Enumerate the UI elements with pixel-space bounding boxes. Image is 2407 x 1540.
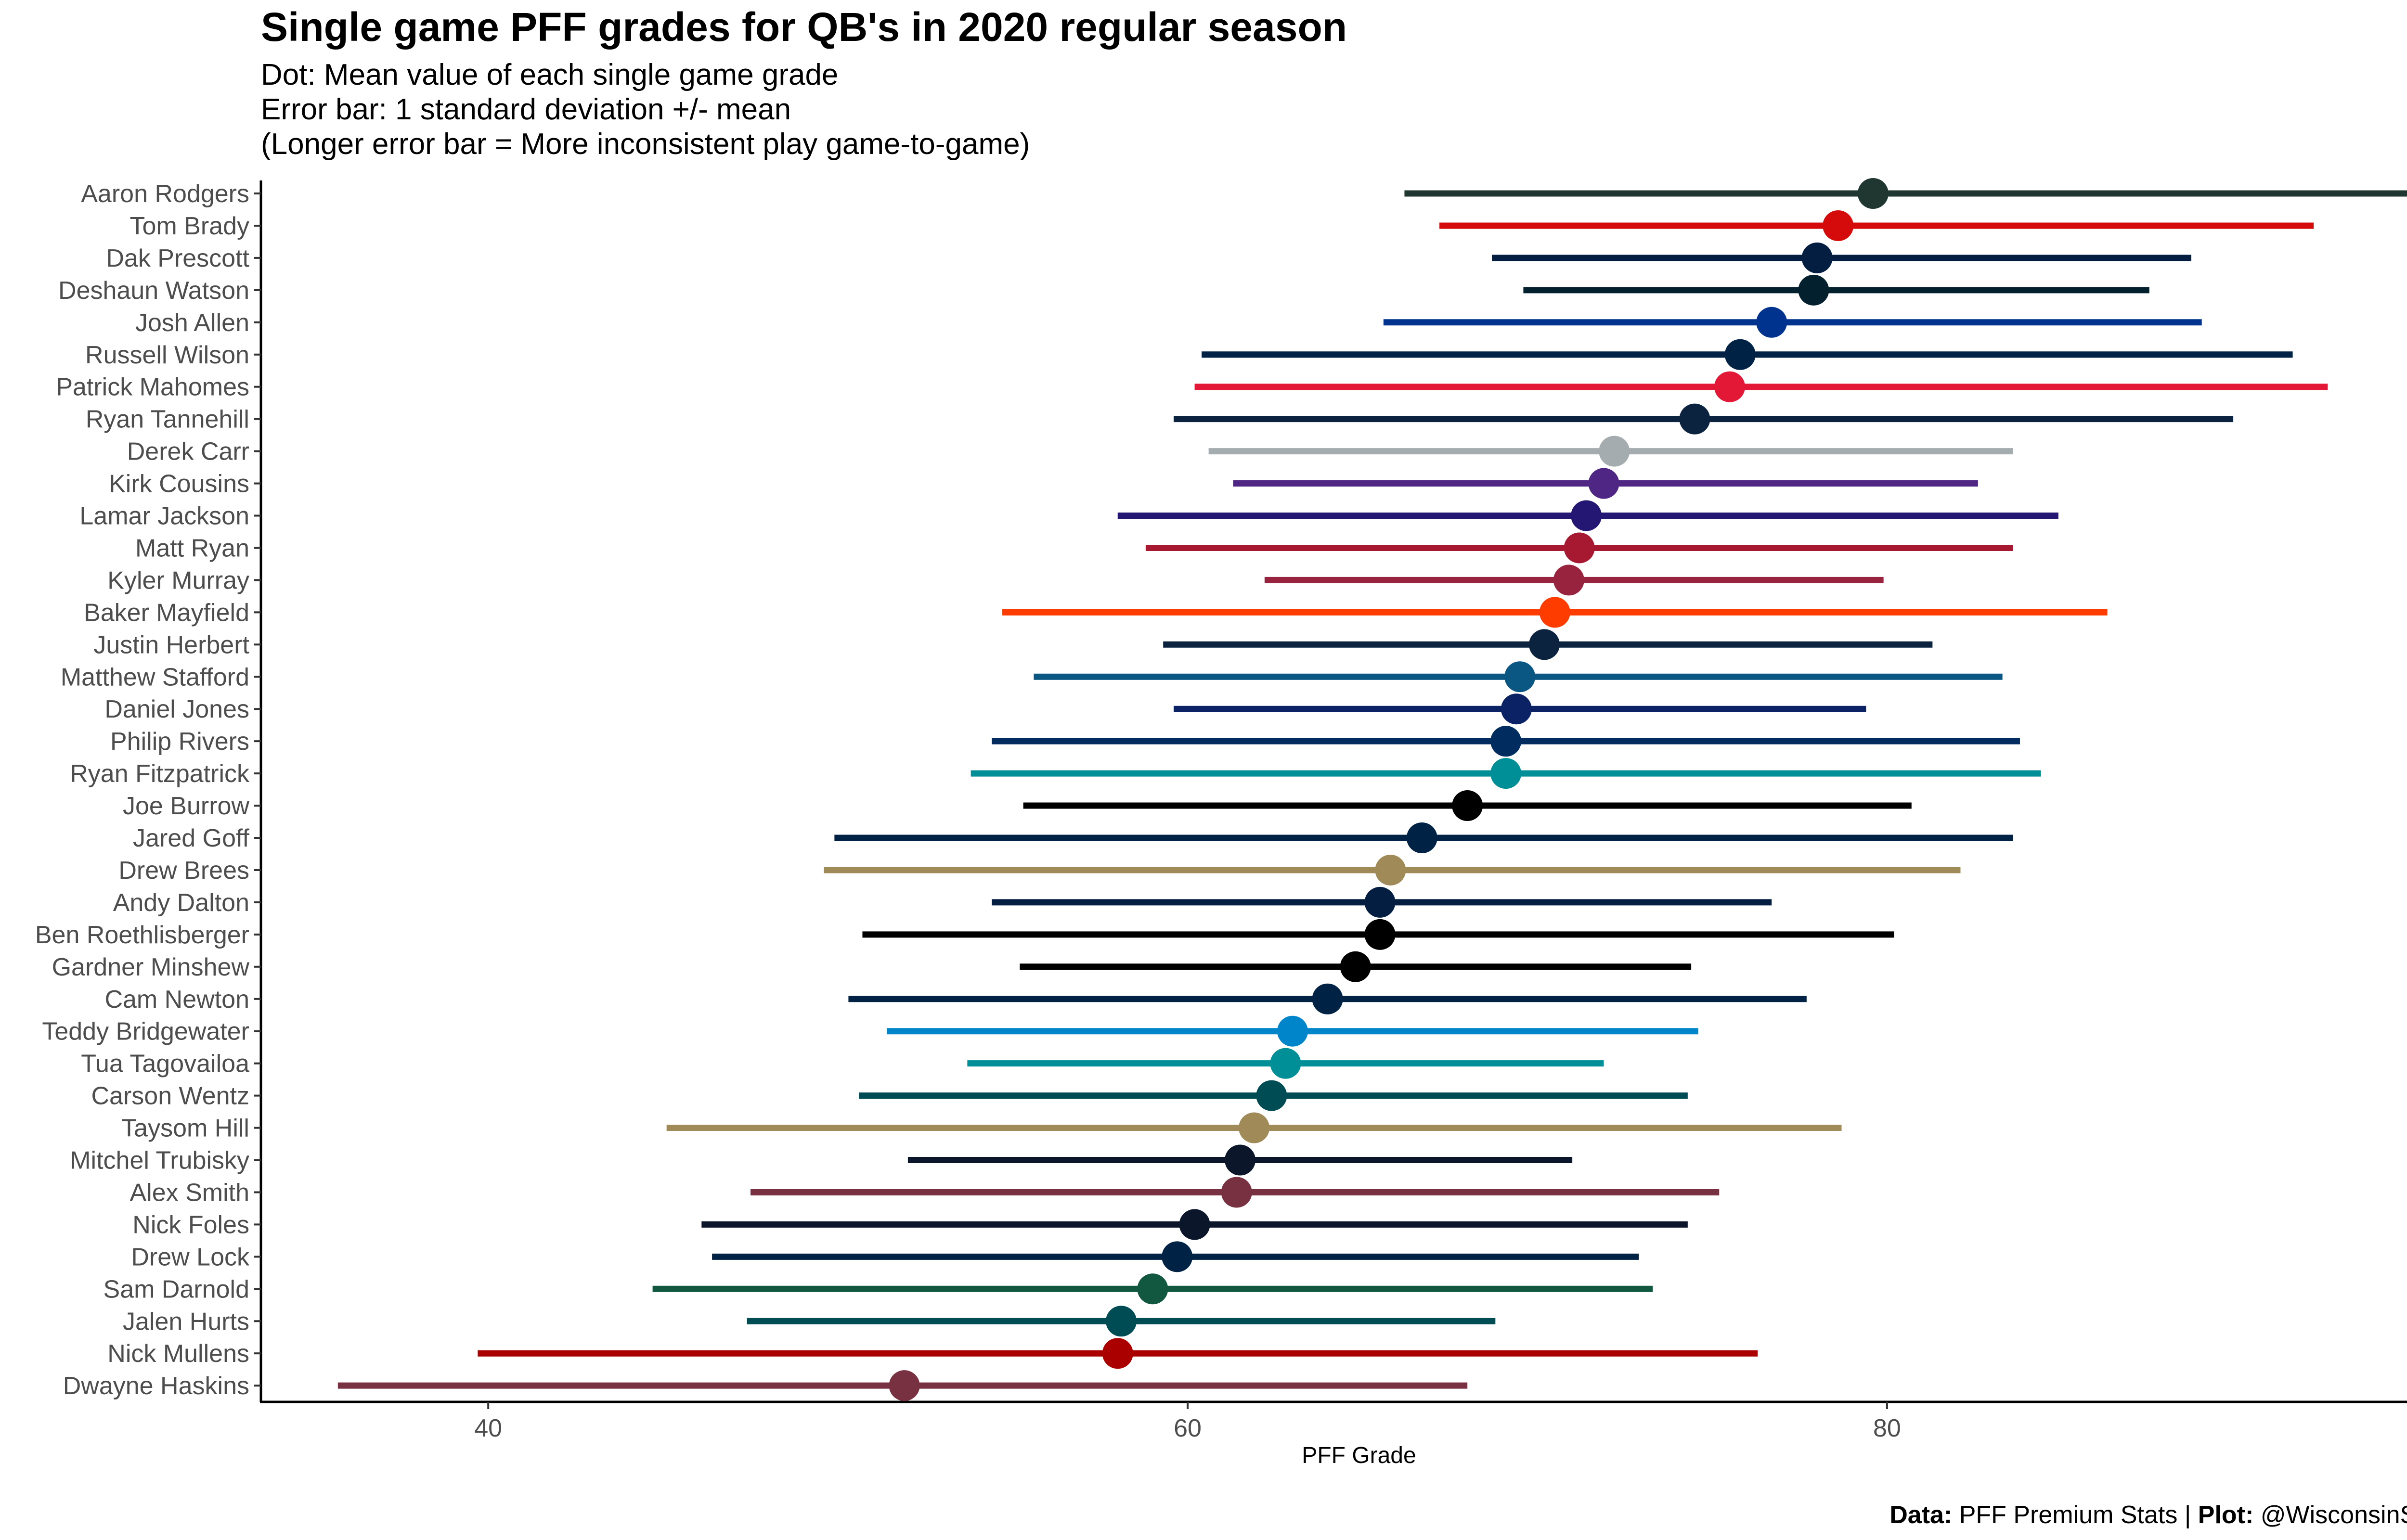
mean-dot-sam-darnold [1137, 1273, 1168, 1305]
y-tick-label-lamar-jackson: Lamar Jackson [79, 502, 249, 530]
mean-dot-teddy-bridgewater [1277, 1015, 1308, 1047]
mean-dot-ryan-tannehill [1679, 403, 1710, 435]
y-tick-label-jared-goff: Jared Goff [133, 824, 249, 852]
mean-dot-philip-rivers [1490, 726, 1522, 757]
y-tick-label-ryan-tannehill: Ryan Tannehill [86, 406, 249, 434]
x-axis-label: PFF Grade [1302, 1443, 1416, 1468]
mean-dot-nick-foles [1179, 1209, 1210, 1240]
y-tick-label-tom-brady: Tom Brady [129, 212, 249, 240]
y-tick-label-taysom-hill: Taysom Hill [121, 1115, 249, 1142]
y-tick-label-josh-allen: Josh Allen [135, 309, 249, 337]
x-tick-label-60: 60 [1174, 1414, 1202, 1442]
y-tick-label-jalen-hurts: Jalen Hurts [123, 1308, 249, 1335]
mean-dot-taysom-hill [1239, 1112, 1270, 1143]
mean-dot-matthew-stafford [1504, 661, 1536, 693]
y-tick-label-teddy-bridgewater: Teddy Bridgewater [42, 1018, 249, 1046]
mean-dot-derek-carr [1599, 436, 1630, 467]
y-tick-label-ben-roethlisberger: Ben Roethlisberger [35, 921, 249, 949]
mean-dot-patrick-mahomes [1714, 371, 1746, 402]
mean-dot-russell-wilson [1724, 339, 1756, 370]
y-tick-label-aaron-rodgers: Aaron Rodgers [81, 180, 249, 208]
chart-subtitle-dot: Dot: Mean value of each single game grad… [261, 58, 839, 91]
mean-dot-lamar-jackson [1571, 500, 1602, 531]
mean-dot-kirk-cousins [1588, 468, 1619, 499]
mean-dot-jared-goff [1406, 822, 1437, 853]
mean-dot-dak-prescott [1801, 242, 1833, 273]
mean-dot-gardner-minshew [1340, 951, 1371, 982]
y-tick-labels: Aaron Rodgers Tom Brady Dak Prescott Deshau… [35, 180, 261, 1400]
y-tick-label-matthew-stafford: Matthew Stafford [61, 663, 249, 691]
y-tick-label-dwayne-haskins: Dwayne Haskins [63, 1372, 249, 1400]
y-tick-label-justin-herbert: Justin Herbert [93, 631, 249, 659]
mean-dot-tom-brady [1823, 210, 1854, 241]
x-tick-label-80: 80 [1873, 1414, 1901, 1442]
mean-dot-mitchel-trubisky [1225, 1144, 1256, 1176]
mean-dot-aaron-rodgers [1857, 178, 1889, 209]
y-tick-label-dak-prescott: Dak Prescott [106, 244, 249, 272]
y-tick-label-drew-brees: Drew Brees [118, 857, 249, 885]
y-tick-label-derek-carr: Derek Carr [127, 438, 249, 466]
y-tick-label-carson-wentz: Carson Wentz [91, 1082, 249, 1110]
chart-title: Single game PFF grades for QB's in 2020 … [261, 4, 1347, 50]
y-tick-label-ryan-fitzpatrick: Ryan Fitzpatrick [70, 760, 250, 788]
caption-separator: | [2184, 1501, 2191, 1529]
y-tick-label-matt-ryan: Matt Ryan [135, 534, 249, 562]
mean-dot-carson-wentz [1256, 1080, 1287, 1111]
y-tick-label-daniel-jones: Daniel Jones [104, 695, 249, 723]
mean-dot-kyler-murray [1553, 565, 1584, 596]
error-bars [337, 190, 2407, 1389]
caption-plot-value: @WisconsinStats [2260, 1501, 2407, 1529]
y-tick-label-joe-burrow: Joe Burrow [123, 792, 249, 820]
y-tick-label-nick-foles: Nick Foles [132, 1211, 249, 1239]
mean-dot-daniel-jones [1501, 693, 1532, 725]
y-tick-label-andy-dalton: Andy Dalton [113, 889, 249, 917]
mean-dot-josh-allen [1756, 307, 1787, 338]
mean-dot-drew-lock [1162, 1241, 1193, 1272]
mean-dot-alex-smith [1221, 1177, 1252, 1208]
y-tick-label-deshaun-watson: Deshaun Watson [58, 277, 249, 305]
y-tick-label-drew-lock: Drew Lock [131, 1243, 250, 1271]
caption-data-label: Data: [1889, 1501, 1953, 1529]
caption-data-value: PFF Premium Stats [1959, 1501, 2178, 1529]
mean-dot-drew-brees [1375, 854, 1406, 886]
mean-dot-cam-newton [1312, 983, 1343, 1014]
x-ticks: 40 60 80 [474, 1402, 1901, 1442]
caption-plot-label: Plot: [2198, 1501, 2254, 1529]
mean-dot-dwayne-haskins [889, 1370, 920, 1401]
y-tick-label-nick-mullens: Nick Mullens [107, 1340, 249, 1368]
mean-dot-nick-mullens [1102, 1338, 1133, 1369]
mean-dot-baker-mayfield [1539, 597, 1570, 628]
y-tick-label-russell-wilson: Russell Wilson [85, 341, 249, 369]
mean-dot-joe-burrow [1452, 790, 1483, 821]
mean-dots [889, 178, 1889, 1401]
y-tick-label-patrick-mahomes: Patrick Mahomes [56, 373, 249, 401]
y-tick-label-cam-newton: Cam Newton [104, 986, 249, 1014]
mean-dot-ben-roethlisberger [1364, 919, 1396, 950]
y-tick-label-gardner-minshew: Gardner Minshew [52, 953, 250, 981]
mean-dot-jalen-hurts [1106, 1306, 1137, 1337]
y-tick-label-tua-tagovailoa: Tua Tagovailoa [81, 1050, 249, 1078]
y-tick-label-kirk-cousins: Kirk Cousins [109, 470, 249, 498]
mean-dot-ryan-fitzpatrick [1490, 758, 1522, 789]
y-tick-label-philip-rivers: Philip Rivers [110, 728, 249, 756]
mean-dot-tua-tagovailoa [1270, 1048, 1301, 1079]
mean-dot-matt-ryan [1564, 532, 1595, 564]
mean-dot-andy-dalton [1364, 886, 1396, 918]
y-tick-label-mitchel-trubisky: Mitchel Trubisky [70, 1147, 249, 1175]
source-caption: Data: PFF Premium Stats | Plot: @Wiscons… [1889, 1501, 2407, 1529]
mean-dot-deshaun-watson [1798, 274, 1829, 306]
chart-subtitle-note: (Longer error bar = More inconsistent pl… [261, 128, 1030, 161]
y-tick-label-baker-mayfield: Baker Mayfield [84, 599, 249, 627]
mean-dot-justin-herbert [1529, 629, 1560, 660]
y-tick-label-alex-smith: Alex Smith [129, 1179, 249, 1206]
x-tick-label-40: 40 [474, 1414, 502, 1442]
y-tick-label-kyler-murray: Kyler Murray [107, 566, 249, 594]
chart-subtitle-errorbar: Error bar: 1 standard deviation +/- mean [261, 93, 791, 126]
y-tick-label-sam-darnold: Sam Darnold [104, 1275, 249, 1303]
